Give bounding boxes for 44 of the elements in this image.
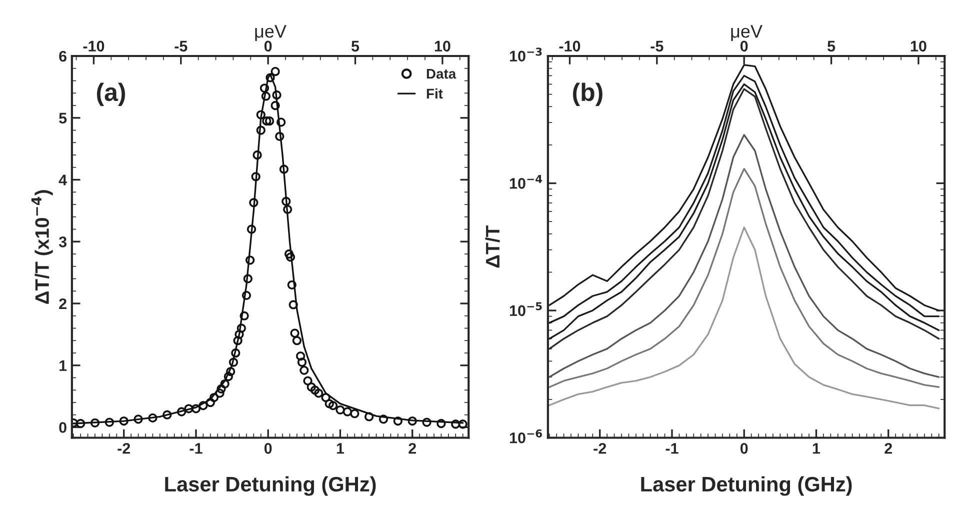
x2-tick-label: -10 [559, 40, 580, 52]
y-tick-label: 10$^{−6}$ [510, 429, 542, 444]
x2-tick-label: -5 [650, 40, 664, 52]
x-tick-label: 1 [812, 443, 820, 454]
x-tick-label: -2 [594, 443, 606, 454]
x-axis-title: Laser Detuning (GHz) [165, 476, 376, 496]
x2-tick-label: 10 [910, 40, 926, 52]
x2-tick-label: 10 [434, 40, 450, 52]
x-tick-label: 1 [336, 443, 344, 454]
line-series [548, 168, 940, 388]
x2-axis-title: μeV [255, 25, 286, 42]
x2-tick-label: 0 [740, 40, 748, 52]
y-tick-label: 10$^{−4}$ [510, 175, 542, 189]
x-tick-label: 2 [408, 443, 416, 454]
x2-axis-title: μeV [731, 25, 762, 42]
y-tick-label: 10$^{−5}$ [510, 302, 542, 316]
y-tick-label: 10$^{−3}$ [510, 48, 542, 62]
y-tick-label: 1 [60, 360, 67, 371]
x2-tick-label: -10 [83, 40, 104, 52]
y-tick-label: 3 [58, 236, 67, 248]
y-tick-label: 2 [59, 298, 66, 310]
y-tick-label: 0 [59, 422, 66, 433]
x2-tick-label: 5 [828, 40, 836, 52]
legend-label: Data [426, 69, 456, 79]
line-series [548, 134, 940, 378]
y-axis-title: ΔT/T [485, 226, 500, 268]
line-series [548, 226, 940, 410]
x2-tick-label: 0 [264, 40, 272, 52]
annotation: (a) [96, 82, 126, 106]
y-axis-title: ΔT/T (x10$^{−4}$) [31, 190, 53, 304]
legend-label: Fit [426, 88, 443, 99]
x-tick-label: 0 [740, 443, 748, 454]
y-tick-label: 6 [59, 50, 67, 62]
x-tick-label: -1 [190, 443, 202, 454]
x-tick-label: -1 [666, 443, 678, 454]
annotation: (b) [572, 82, 602, 106]
x-tick-label: 0 [264, 443, 272, 454]
x2-tick-label: 5 [351, 40, 360, 52]
x2-tick-label: -5 [174, 40, 188, 52]
x-tick-label: -2 [118, 443, 130, 454]
x-axis-title: Laser Detuning (GHz) [641, 476, 852, 496]
y-tick-label: 4 [58, 174, 67, 186]
y-tick-label: 5 [59, 112, 67, 124]
x-tick-label: 2 [884, 443, 892, 454]
